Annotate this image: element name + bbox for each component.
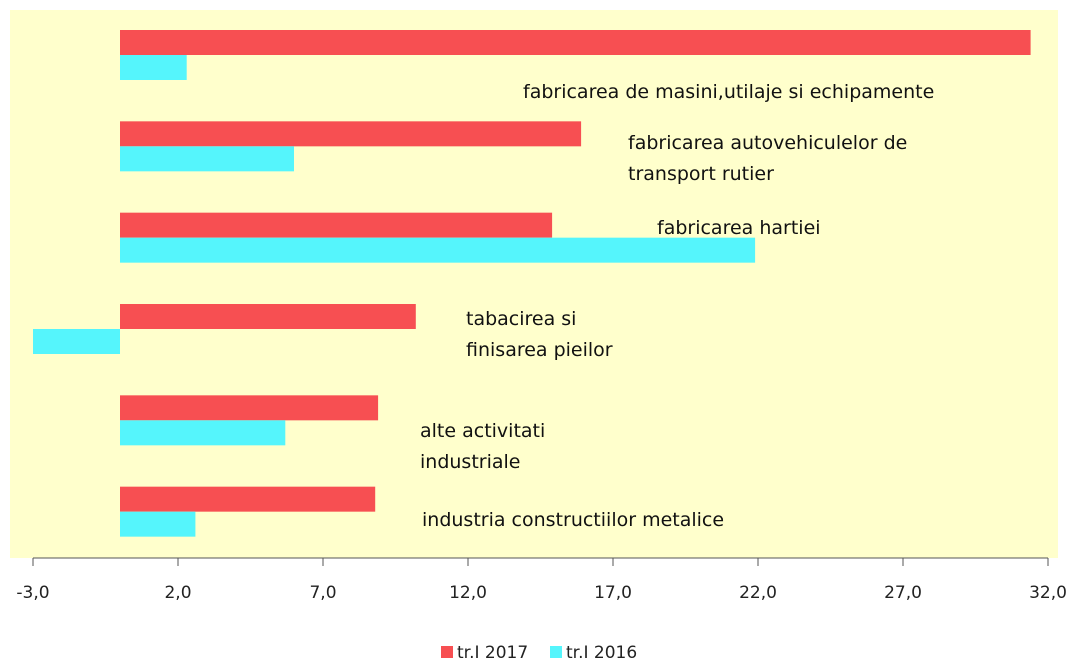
legend-label: tr.I 2017: [457, 643, 528, 662]
bar: [120, 237, 756, 263]
bar: [33, 329, 120, 354]
bar: [120, 30, 1031, 55]
bar: [120, 146, 294, 172]
x-tick-label: 22,0: [739, 583, 777, 603]
category-label: industria constructiilor metalice: [422, 509, 725, 531]
x-tick-label: -3,0: [16, 583, 49, 603]
x-tick-label: 27,0: [884, 583, 922, 603]
plot-background: [10, 10, 1058, 558]
x-tick-label: 17,0: [594, 583, 632, 603]
category-label: tabacirea si finisarea pieilor: [466, 308, 613, 361]
legend-swatch: [550, 646, 562, 658]
category-label: fabricarea hartiei: [657, 217, 821, 239]
legend-swatch: [441, 646, 453, 658]
bar: [120, 420, 286, 446]
bar: [120, 304, 416, 329]
category-label: alte activitati industriale: [420, 420, 546, 473]
bar: [120, 486, 376, 512]
legend-label: tr.I 2016: [566, 643, 637, 662]
bar: [120, 212, 553, 238]
category-label: fabricarea de masini,utilaje si echipame…: [523, 81, 935, 103]
bar: [120, 121, 582, 147]
x-tick-label: 12,0: [449, 583, 487, 603]
x-tick-label: 7,0: [309, 583, 336, 603]
bar: [120, 511, 196, 537]
bar: [120, 55, 187, 80]
bar: [120, 395, 379, 421]
x-tick-label: 32,0: [1029, 583, 1067, 603]
x-tick-label: 2,0: [164, 583, 191, 603]
category-label: fabricarea autovehiculelor de transport …: [628, 132, 908, 185]
